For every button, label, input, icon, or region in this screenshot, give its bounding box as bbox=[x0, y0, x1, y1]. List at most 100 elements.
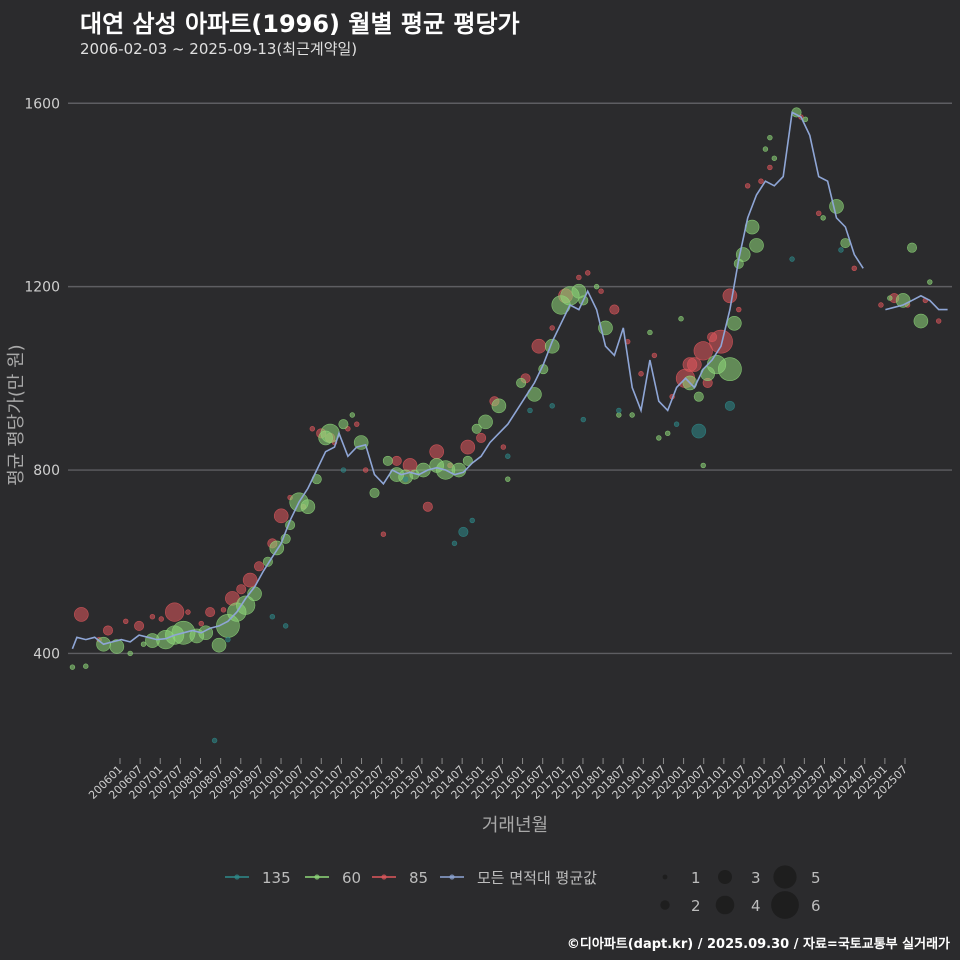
point-85-57 bbox=[767, 164, 773, 171]
point-135-13 bbox=[673, 421, 680, 427]
point-135-11 bbox=[580, 416, 586, 423]
point-85-29 bbox=[422, 501, 433, 512]
point-135-10 bbox=[549, 403, 555, 409]
y-tick-400: 400 bbox=[33, 646, 60, 662]
point-85-27 bbox=[391, 455, 402, 466]
point-60-74 bbox=[820, 215, 826, 221]
point-85-10 bbox=[205, 607, 216, 618]
point-85-59 bbox=[816, 210, 822, 216]
point-60-51 bbox=[593, 283, 600, 290]
point-85-0 bbox=[74, 607, 89, 622]
legend-dot-60 bbox=[314, 874, 320, 880]
point-85-9 bbox=[198, 620, 204, 627]
point-135-1 bbox=[269, 614, 276, 620]
legend-size-dot-1 bbox=[662, 874, 668, 880]
point-85-41 bbox=[585, 270, 591, 276]
point-60-5 bbox=[140, 641, 147, 647]
point-135-0 bbox=[225, 636, 231, 643]
legend-size-dot-4 bbox=[715, 895, 735, 915]
point-85-8 bbox=[185, 609, 191, 615]
point-60-38 bbox=[462, 455, 473, 466]
point-85-3 bbox=[123, 618, 129, 624]
point-60-79 bbox=[907, 242, 918, 253]
point-60-71 bbox=[771, 155, 778, 161]
point-85-53 bbox=[722, 288, 738, 304]
point-60-54 bbox=[629, 412, 635, 418]
point-60-70 bbox=[767, 134, 773, 141]
point-85-4 bbox=[134, 620, 145, 631]
point-60-26 bbox=[338, 419, 349, 430]
point-85-37 bbox=[531, 338, 547, 354]
point-85-42 bbox=[598, 288, 604, 294]
x-axis-title: 거래년월 bbox=[482, 815, 548, 836]
chart-title: 대연 삼성 아파트(1996) 월별 평균 평당가 bbox=[80, 10, 520, 38]
legend: 135 60 85 모든 면적대 평균값 1 2 3 4 5 6 bbox=[225, 865, 821, 919]
legend-label-135: 135 bbox=[262, 869, 291, 887]
point-60-30 bbox=[382, 455, 393, 466]
point-135-8 bbox=[505, 453, 511, 459]
point-60-82 bbox=[700, 462, 706, 469]
point-60-4 bbox=[127, 650, 133, 657]
point-85-5 bbox=[149, 614, 156, 620]
point-85-54 bbox=[736, 306, 742, 313]
point-135-6 bbox=[458, 526, 469, 537]
point-85-26 bbox=[380, 531, 387, 537]
y-tick-1200: 1200 bbox=[24, 280, 60, 296]
point-60-55 bbox=[647, 329, 653, 336]
point-135-5 bbox=[451, 540, 458, 547]
point-135-17 bbox=[838, 247, 844, 253]
y-axis-ticks: 400 800 1200 1600 bbox=[24, 96, 60, 662]
legend-size-label-5: 5 bbox=[811, 869, 821, 887]
legend-dot-85 bbox=[381, 874, 387, 880]
data-points bbox=[69, 107, 942, 744]
point-60-77 bbox=[887, 295, 893, 301]
point-60-42 bbox=[505, 476, 511, 482]
point-135-14 bbox=[691, 423, 707, 439]
legend-label-85: 85 bbox=[409, 869, 428, 887]
point-85-46 bbox=[651, 352, 658, 359]
legend-dot-135 bbox=[234, 874, 240, 880]
legend-size-dot-3 bbox=[718, 870, 732, 884]
point-85-65 bbox=[935, 318, 942, 324]
point-60-43 bbox=[516, 377, 527, 388]
point-60-39 bbox=[471, 423, 482, 434]
point-60-63 bbox=[717, 357, 742, 382]
point-85-33 bbox=[476, 432, 487, 443]
legend-size-label-4: 4 bbox=[751, 897, 761, 915]
average-line bbox=[71, 111, 948, 650]
point-60-3 bbox=[109, 639, 125, 654]
point-135-2 bbox=[282, 623, 289, 629]
point-60-57 bbox=[664, 430, 671, 437]
legend-size-label-3: 3 bbox=[751, 869, 761, 887]
point-85-15 bbox=[254, 561, 265, 572]
grid-lines bbox=[68, 102, 952, 655]
point-60-29 bbox=[369, 487, 380, 498]
point-85-40 bbox=[576, 274, 582, 281]
point-60-56 bbox=[656, 435, 662, 441]
point-85-52 bbox=[709, 329, 733, 354]
point-85-20 bbox=[309, 426, 316, 432]
point-60-76 bbox=[840, 238, 851, 249]
point-85-43 bbox=[609, 304, 620, 315]
x-axis-ticks: 2006012006072007012007072008012008072009… bbox=[86, 758, 910, 802]
point-85-30 bbox=[429, 444, 445, 459]
point-60-53 bbox=[616, 412, 622, 418]
point-60-28 bbox=[353, 435, 369, 450]
average-line-path bbox=[71, 111, 948, 650]
footer-credit: ©디아파트(dapt.kr) / 2025.09.30 / 자료=국토교통부 실… bbox=[566, 937, 950, 952]
point-135-4 bbox=[402, 476, 409, 482]
y-axis-title: 평균 평당가(만 원) bbox=[6, 344, 27, 485]
point-85-13 bbox=[236, 584, 247, 595]
point-85-17 bbox=[273, 508, 289, 524]
point-85-35 bbox=[500, 444, 507, 450]
chart-subtitle: 2006-02-03 ~ 2025-09-13(최근계약일) bbox=[80, 40, 358, 58]
point-135-9 bbox=[527, 407, 533, 414]
y-tick-1600: 1600 bbox=[24, 96, 60, 112]
legend-label-60: 60 bbox=[342, 869, 361, 887]
point-85-38 bbox=[549, 325, 555, 331]
point-60-64 bbox=[727, 316, 742, 331]
point-85-7 bbox=[165, 602, 185, 622]
point-60-41 bbox=[491, 398, 507, 414]
point-85-55 bbox=[744, 183, 751, 189]
